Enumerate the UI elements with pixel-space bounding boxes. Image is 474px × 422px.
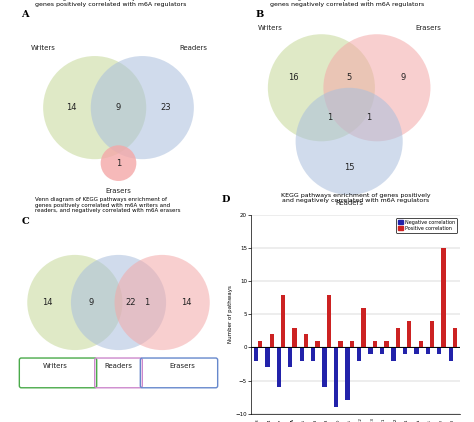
Circle shape: [91, 56, 194, 159]
Text: Venn diagram of KEGG pathways enrichment of
genes positively correlated with m6A: Venn diagram of KEGG pathways enrichment…: [35, 197, 181, 214]
Text: Readers: Readers: [180, 45, 208, 51]
Text: 1: 1: [116, 159, 121, 168]
Text: 14: 14: [42, 298, 52, 307]
Bar: [258, 341, 263, 347]
Text: D: D: [222, 195, 230, 204]
Text: 14: 14: [181, 298, 191, 307]
Bar: [391, 347, 396, 361]
Bar: [357, 347, 361, 361]
Circle shape: [323, 34, 430, 141]
Text: Erasers: Erasers: [106, 188, 131, 194]
Bar: [346, 347, 350, 400]
Bar: [373, 341, 377, 347]
Text: Erasers: Erasers: [416, 25, 441, 31]
Legend: Negative correlation, Positive correlation: Negative correlation, Positive correlati…: [396, 218, 457, 233]
Text: 5: 5: [346, 73, 352, 82]
Bar: [270, 334, 274, 347]
Text: 22: 22: [125, 298, 136, 307]
Text: 14: 14: [65, 103, 76, 112]
Circle shape: [27, 255, 122, 350]
Circle shape: [115, 255, 210, 350]
Bar: [396, 327, 400, 347]
Bar: [300, 347, 304, 361]
Circle shape: [268, 34, 375, 141]
Bar: [265, 347, 270, 367]
Text: 1: 1: [144, 298, 149, 307]
Bar: [334, 347, 338, 407]
Bar: [380, 347, 384, 354]
Text: 9: 9: [400, 73, 405, 82]
Text: 9: 9: [116, 103, 121, 112]
Circle shape: [100, 145, 137, 181]
Bar: [419, 341, 423, 347]
Text: Venn diagram of KEGG pathways enrichment of
genes positively correlated with m6A: Venn diagram of KEGG pathways enrichment…: [35, 0, 187, 7]
Text: 23: 23: [161, 103, 172, 112]
Bar: [430, 321, 434, 347]
Bar: [281, 295, 285, 347]
Text: Readers: Readers: [335, 200, 363, 206]
Text: B: B: [256, 11, 264, 19]
Bar: [254, 347, 258, 361]
Text: 1: 1: [366, 113, 372, 122]
Text: Venn diagram of KEGG pathways enrichment of
genes negatively correlated with m6A: Venn diagram of KEGG pathways enrichment…: [270, 0, 424, 7]
Text: C: C: [21, 217, 29, 226]
Bar: [414, 347, 419, 354]
Text: A: A: [21, 11, 29, 19]
Bar: [437, 347, 441, 354]
Circle shape: [71, 255, 166, 350]
Text: 16: 16: [288, 73, 299, 82]
Bar: [338, 341, 343, 347]
Circle shape: [296, 88, 403, 195]
Y-axis label: Number of pathways: Number of pathways: [228, 285, 233, 344]
Bar: [322, 347, 327, 387]
Text: Readers: Readers: [104, 363, 133, 369]
Bar: [361, 308, 365, 347]
Text: KEGG pathways enrichment of genes positively
and negatively correlated with m6A : KEGG pathways enrichment of genes positi…: [281, 192, 430, 203]
Bar: [441, 248, 446, 347]
Bar: [407, 321, 411, 347]
Bar: [292, 327, 297, 347]
Bar: [448, 347, 453, 361]
Bar: [277, 347, 281, 387]
Bar: [304, 334, 308, 347]
Bar: [453, 327, 457, 347]
Bar: [311, 347, 315, 361]
Text: 15: 15: [344, 162, 355, 172]
Bar: [426, 347, 430, 354]
Bar: [403, 347, 407, 354]
Bar: [315, 341, 320, 347]
Bar: [350, 341, 354, 347]
Text: Writers: Writers: [257, 25, 282, 31]
Bar: [368, 347, 373, 354]
Text: Writers: Writers: [31, 45, 55, 51]
Text: Erasers: Erasers: [169, 363, 195, 369]
Bar: [327, 295, 331, 347]
Bar: [288, 347, 292, 367]
Text: 1: 1: [327, 113, 332, 122]
Circle shape: [43, 56, 146, 159]
Text: Writers: Writers: [43, 363, 67, 369]
Text: 9: 9: [88, 298, 93, 307]
Bar: [384, 341, 389, 347]
